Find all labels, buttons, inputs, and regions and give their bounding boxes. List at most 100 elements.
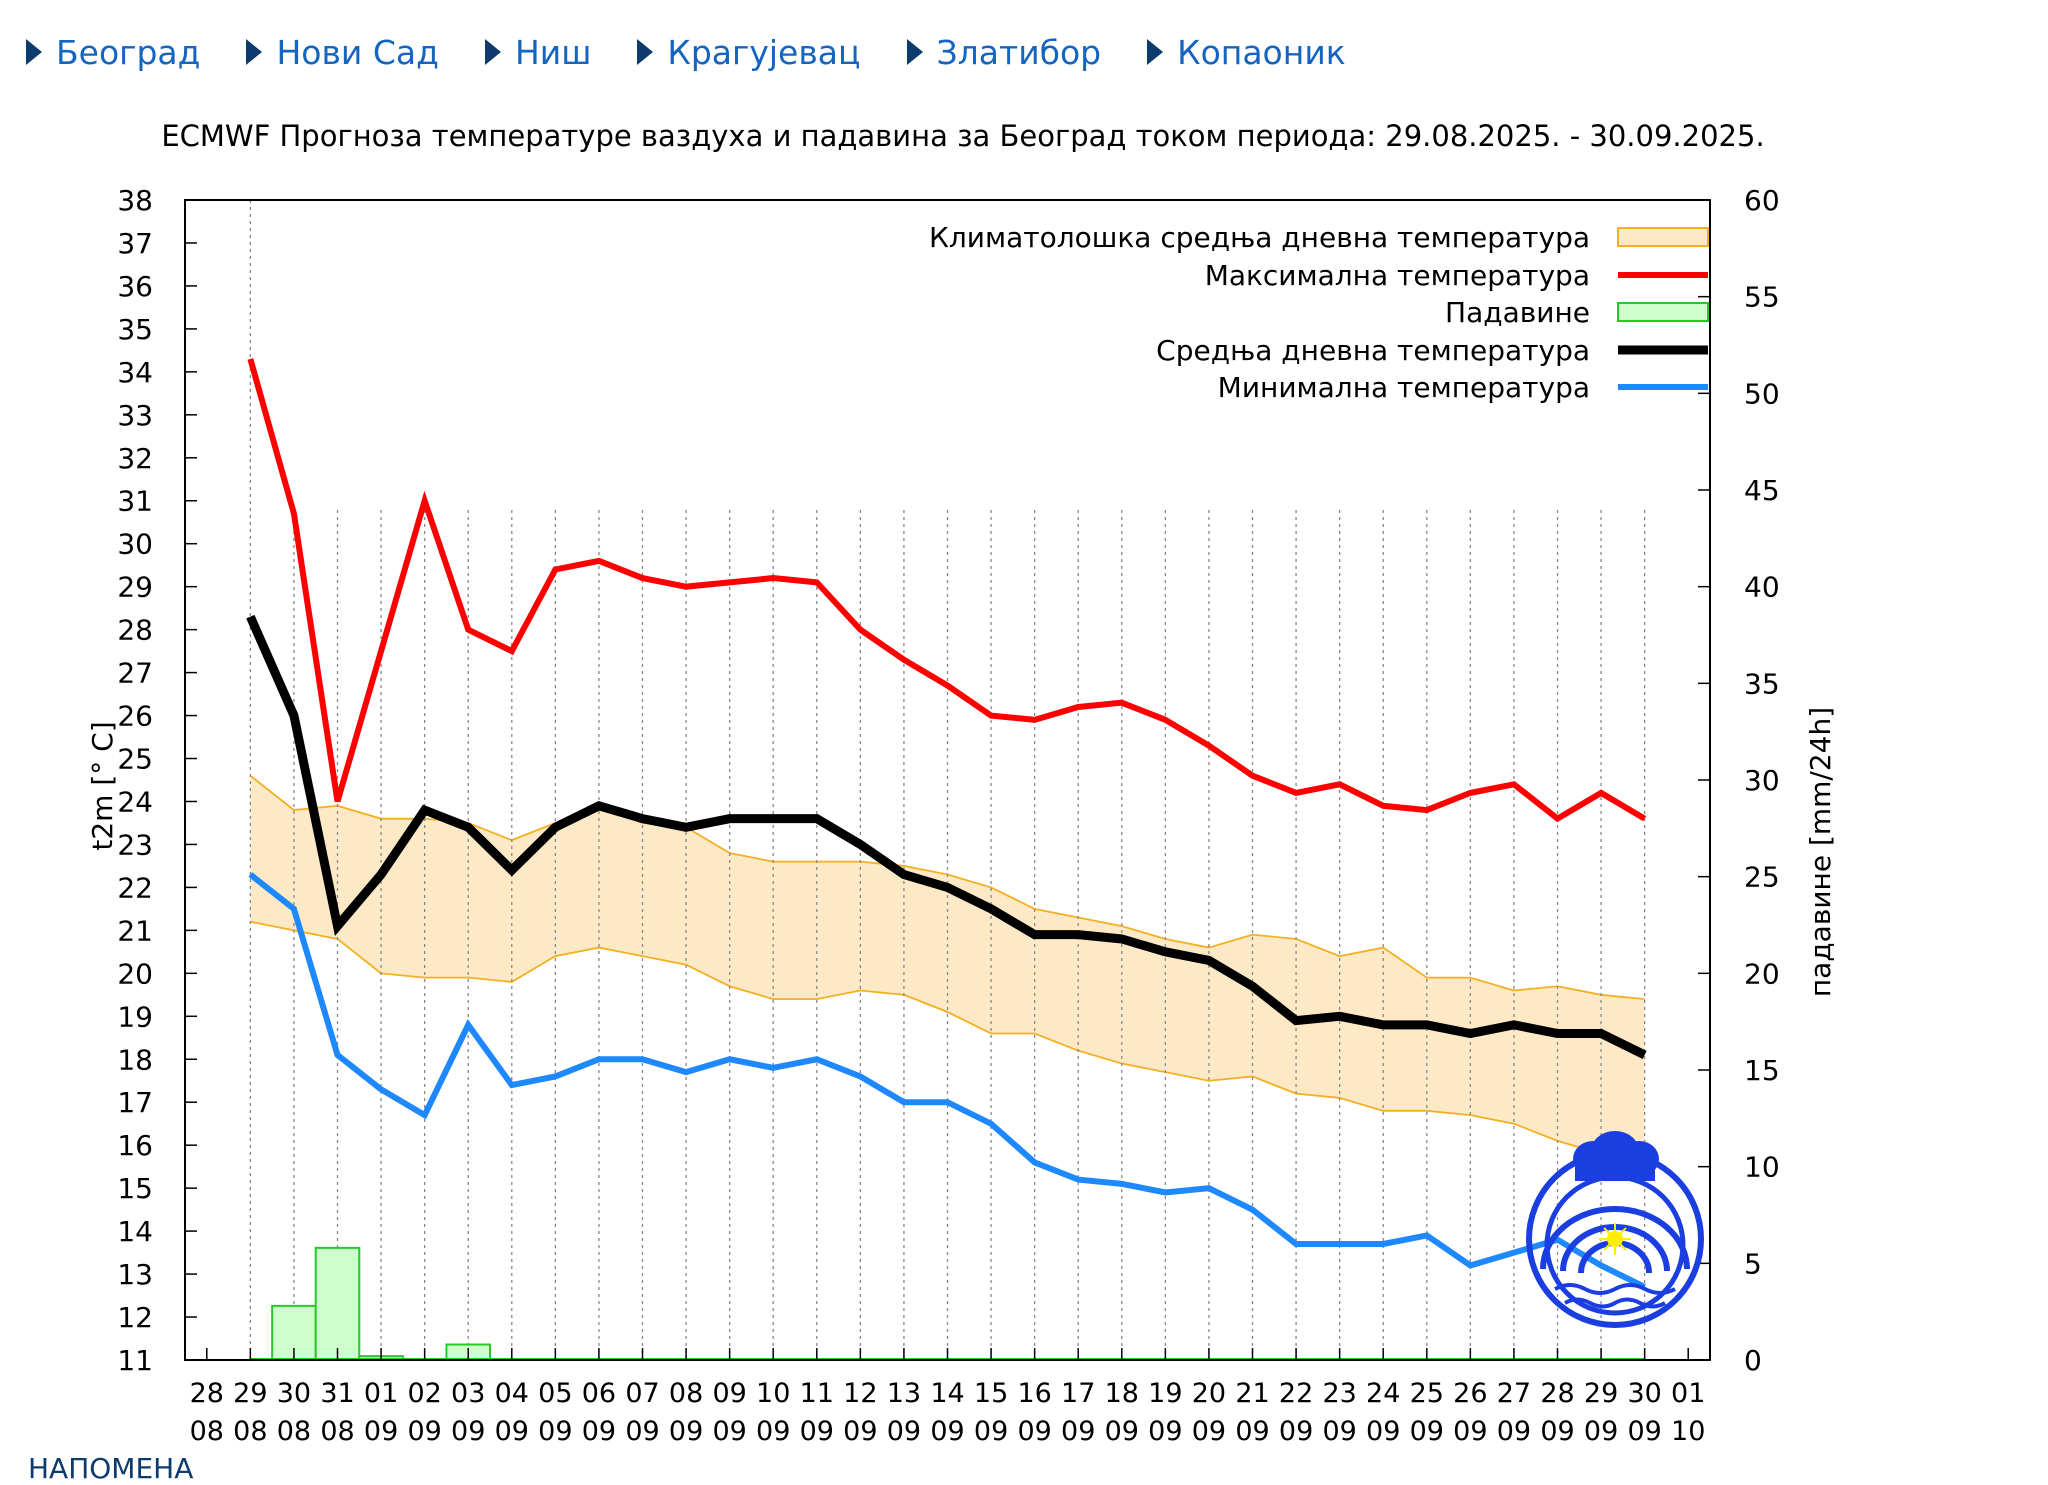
y-tick-label: 13 [117,1258,153,1291]
y-tick-label: 35 [117,313,153,346]
y2-tick-label: 20 [1744,957,1780,990]
triangle-right-icon [26,39,42,65]
x-tick-label-day: 19 [1148,1378,1182,1409]
x-tick-label-day: 15 [974,1378,1008,1409]
x-tick-label-month: 08 [277,1416,311,1447]
y-tick-label: 19 [117,1000,153,1033]
x-tick-label-month: 09 [582,1416,616,1447]
x-tick-label-day: 13 [887,1378,921,1409]
y-tick-label: 28 [117,614,153,647]
y-tick-label: 31 [117,485,153,518]
nav-link-label: Београд [56,32,201,72]
x-tick-label-day: 27 [1497,1378,1531,1409]
y-axis-label: t2m [° C] [86,721,119,850]
nav-link-zlatibor[interactable]: Златибор [906,32,1102,72]
x-tick-label-month: 08 [320,1416,354,1447]
x-tick-label-day: 02 [407,1378,441,1409]
x-tick-label-month: 09 [800,1416,834,1447]
temperature-precipitation-chart: ECMWF Прогноза температуре ваздуха и пад… [86,119,1837,1447]
x-tick-label-day: 28 [1540,1378,1574,1409]
nav-link-beograd[interactable]: Београд [26,33,200,72]
x-tick-label-month: 09 [1148,1416,1182,1447]
legend-swatch [1617,227,1709,247]
x-tick-label-day: 03 [451,1378,485,1409]
x-tick-label-day: 01 [364,1378,398,1409]
x-tick-label-month: 09 [1497,1416,1531,1447]
x-tick-label-day: 16 [1017,1378,1051,1409]
legend-swatch [1617,302,1709,322]
y-tick-label: 26 [117,700,153,733]
x-tick-label-day: 09 [712,1378,746,1409]
x-tick-label-month: 09 [1627,1416,1661,1447]
x-tick-label-day: 29 [233,1378,267,1409]
y-tick-label: 32 [117,442,153,475]
x-tick-label-month: 09 [1540,1416,1574,1447]
x-tick-label-month: 09 [1453,1416,1487,1447]
temperature-series [246,358,1647,1290]
vertical-grid [249,200,1646,1360]
y2-tick-label: 55 [1744,281,1780,314]
climatology-lower-line [250,920,1645,1164]
x-tick-label-month: 09 [1584,1416,1618,1447]
nav-link-novi-sad[interactable]: Нови Сад [246,33,439,72]
x-tick-label-month: 09 [1410,1416,1444,1447]
x-tick-label-day: 31 [320,1378,354,1409]
legend-label: Падавине [1445,296,1590,329]
legend-label: Минимална температура [1218,371,1590,404]
rhmz-logo-icon [1526,1131,1704,1328]
x-tick-label-month: 09 [887,1416,921,1447]
x-tick-label-day: 30 [1627,1378,1661,1409]
y-tick-label: 30 [117,528,153,561]
y-tick-label: 25 [117,743,153,776]
nav-link-nis[interactable]: Ниш [484,32,592,72]
y2-tick-label: 60 [1744,184,1780,217]
y-tick-label: 17 [117,1086,153,1119]
x-tick-label-day: 24 [1366,1378,1400,1409]
x-tick-label-day: 12 [843,1378,877,1409]
y-tick-label: 34 [117,356,153,389]
y-tick-label: 20 [117,957,153,990]
nav-link-kopaonik[interactable]: Копаоник [1147,33,1346,72]
y2-tick-label: 50 [1744,377,1780,410]
legend-label: Средња дневна температура [1156,334,1590,367]
x-tick-label-month: 09 [1105,1416,1139,1447]
max-temperature-line [247,358,1647,823]
triangle-right-icon [484,39,501,65]
x-tick-label-month: 08 [190,1416,224,1447]
y2-tick-label: 15 [1744,1054,1780,1087]
x-tick-label-day: 25 [1410,1378,1444,1409]
y-tick-label: 16 [117,1129,153,1162]
y-tick-label: 21 [117,914,153,947]
x-tick-label-day: 21 [1235,1378,1269,1409]
x-tick-label-day: 17 [1061,1378,1095,1409]
nav-link-kragujevac[interactable]: Крагујевац [637,32,861,72]
x-tick-label-day: 05 [538,1378,572,1409]
city-navigation: Београд Нови Сад Ниш Крагујевац Златибор… [26,28,1346,76]
x-tick-label-month: 09 [1366,1416,1400,1447]
y2-tick-label: 10 [1744,1151,1780,1184]
chart-legend: Климатолошка средња дневна температура Ма… [929,221,1709,404]
nav-link-label: Крагујевац [667,32,861,72]
x-tick-label-day: 06 [582,1378,616,1409]
x-tick-label-month: 09 [1192,1416,1226,1447]
x-tick-label-day: 23 [1322,1378,1356,1409]
x-tick-label-month: 09 [495,1416,529,1447]
nav-link-label: Ниш [514,32,592,72]
y2-tick-label: 5 [1744,1247,1762,1280]
x-tick-label-month: 09 [625,1416,659,1447]
x-tick-label-day: 22 [1279,1378,1313,1409]
x-tick-label-day: 11 [800,1378,834,1409]
y-tick-label: 38 [117,184,153,217]
y-tick-label: 18 [117,1043,153,1076]
legend-label: Максимална температура [1205,259,1590,292]
note-heading: НАПОМЕНА [28,1452,194,1485]
y-tick-label: 22 [117,871,153,904]
x-tick-label-month: 09 [974,1416,1008,1447]
x-tick-label-day: 29 [1584,1378,1618,1409]
y2-axis-label: падавине [mm/24h] [1804,707,1837,997]
y-tick-label: 15 [117,1172,153,1205]
y-tick-label: 11 [117,1344,153,1377]
x-tick-label-month: 09 [1322,1416,1356,1447]
y-tick-label: 27 [117,657,153,690]
nav-link-label: Златибор [936,32,1102,72]
